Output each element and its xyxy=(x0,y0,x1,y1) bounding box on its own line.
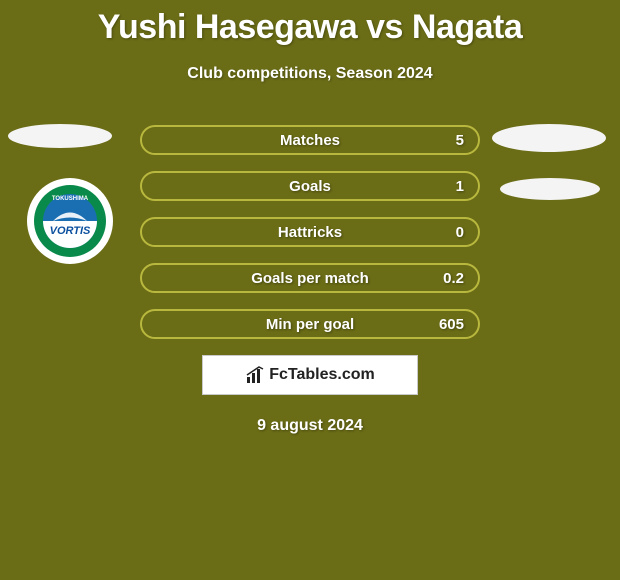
stat-label: Goals xyxy=(289,178,331,195)
stat-label: Hattricks xyxy=(278,224,342,241)
chart-icon xyxy=(245,365,265,385)
page-subtitle: Club competitions, Season 2024 xyxy=(0,65,620,83)
decor-ellipse-1 xyxy=(8,124,112,148)
stat-value: 5 xyxy=(456,132,464,149)
stat-value: 0 xyxy=(456,224,464,241)
brand-logo: FcTables.com xyxy=(202,355,418,395)
stat-row: Goals per match 0.2 xyxy=(140,263,480,293)
team-badge: TOKUSHIMA VORTIS xyxy=(27,178,113,264)
stat-row: Matches 5 xyxy=(140,125,480,155)
decor-ellipse-3 xyxy=(500,178,600,200)
footer-date: 9 august 2024 xyxy=(0,417,620,435)
decor-ellipse-2 xyxy=(492,124,606,152)
stat-value: 1 xyxy=(456,178,464,195)
stat-row: Goals 1 xyxy=(140,171,480,201)
team-badge-icon: TOKUSHIMA VORTIS xyxy=(33,184,107,258)
brand-text: FcTables.com xyxy=(269,366,375,384)
page-title: Yushi Hasegawa vs Nagata xyxy=(0,0,620,47)
stat-label: Min per goal xyxy=(266,316,354,333)
stat-row: Hattricks 0 xyxy=(140,217,480,247)
badge-text-top: TOKUSHIMA xyxy=(52,196,89,202)
stat-row: Min per goal 605 xyxy=(140,309,480,339)
stat-value: 605 xyxy=(439,316,464,333)
stat-value: 0.2 xyxy=(443,270,464,287)
stat-label: Matches xyxy=(280,132,340,149)
stats-container: Matches 5 Goals 1 Hattricks 0 Goals per … xyxy=(140,125,480,339)
badge-text-main: VORTIS xyxy=(50,225,91,237)
stat-label: Goals per match xyxy=(251,270,369,287)
